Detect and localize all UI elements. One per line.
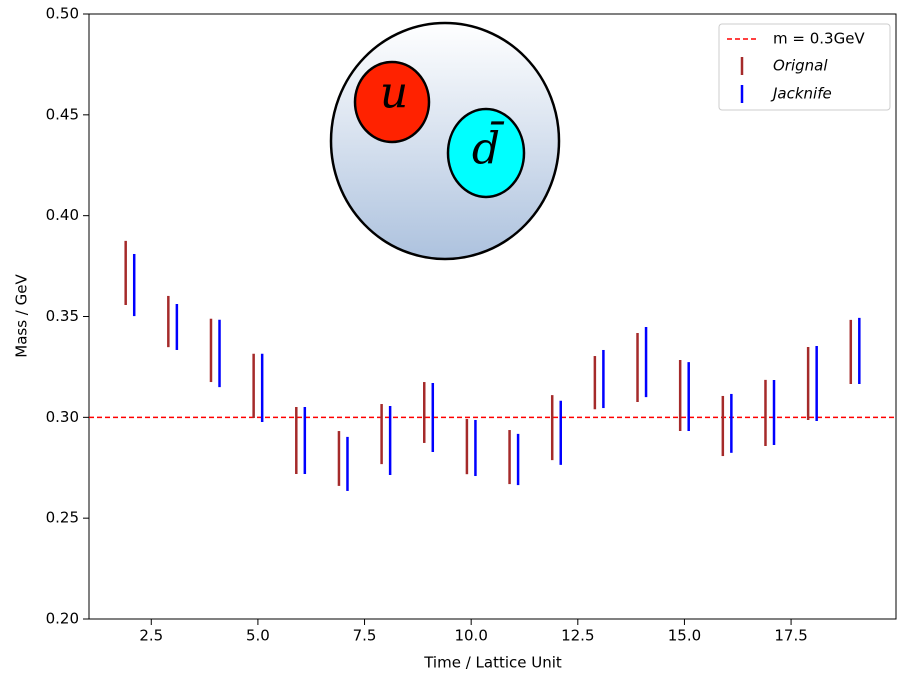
- x-tick-label: 7.5: [353, 627, 377, 645]
- antiquark-label: d̄: [472, 120, 504, 175]
- x-tick-label: 17.5: [774, 627, 807, 645]
- y-axis-label: Mass / GeV: [13, 274, 31, 358]
- legend-label: m = 0.3GeV: [773, 30, 865, 48]
- x-tick-label: 5.0: [246, 627, 270, 645]
- x-axis-label: Time / Lattice Unit: [423, 654, 562, 672]
- y-tick-label: 0.40: [46, 206, 79, 224]
- legend-label: Jacknife: [770, 85, 832, 103]
- y-tick-label: 0.45: [46, 105, 79, 123]
- y-tick-label: 0.35: [46, 307, 79, 325]
- antiquark: [446, 107, 526, 199]
- meson: [329, 21, 561, 261]
- meson-diagram: u d̄: [329, 21, 561, 261]
- y-tick-label: 0.50: [46, 5, 79, 23]
- x-tick-label: 10.0: [454, 627, 487, 645]
- y-tick-label: 0.20: [46, 610, 79, 628]
- legend-box: [718, 23, 891, 111]
- y-tick-label: 0.25: [46, 509, 79, 527]
- legend-label: Orignal: [773, 57, 828, 75]
- quark: [353, 60, 431, 144]
- x-tick-label: 2.5: [139, 627, 163, 645]
- x-tick-label: 12.5: [561, 627, 594, 645]
- x-tick-label: 15.0: [668, 627, 701, 645]
- quark-label: u: [380, 68, 408, 119]
- y-tick-label: 0.30: [46, 408, 79, 426]
